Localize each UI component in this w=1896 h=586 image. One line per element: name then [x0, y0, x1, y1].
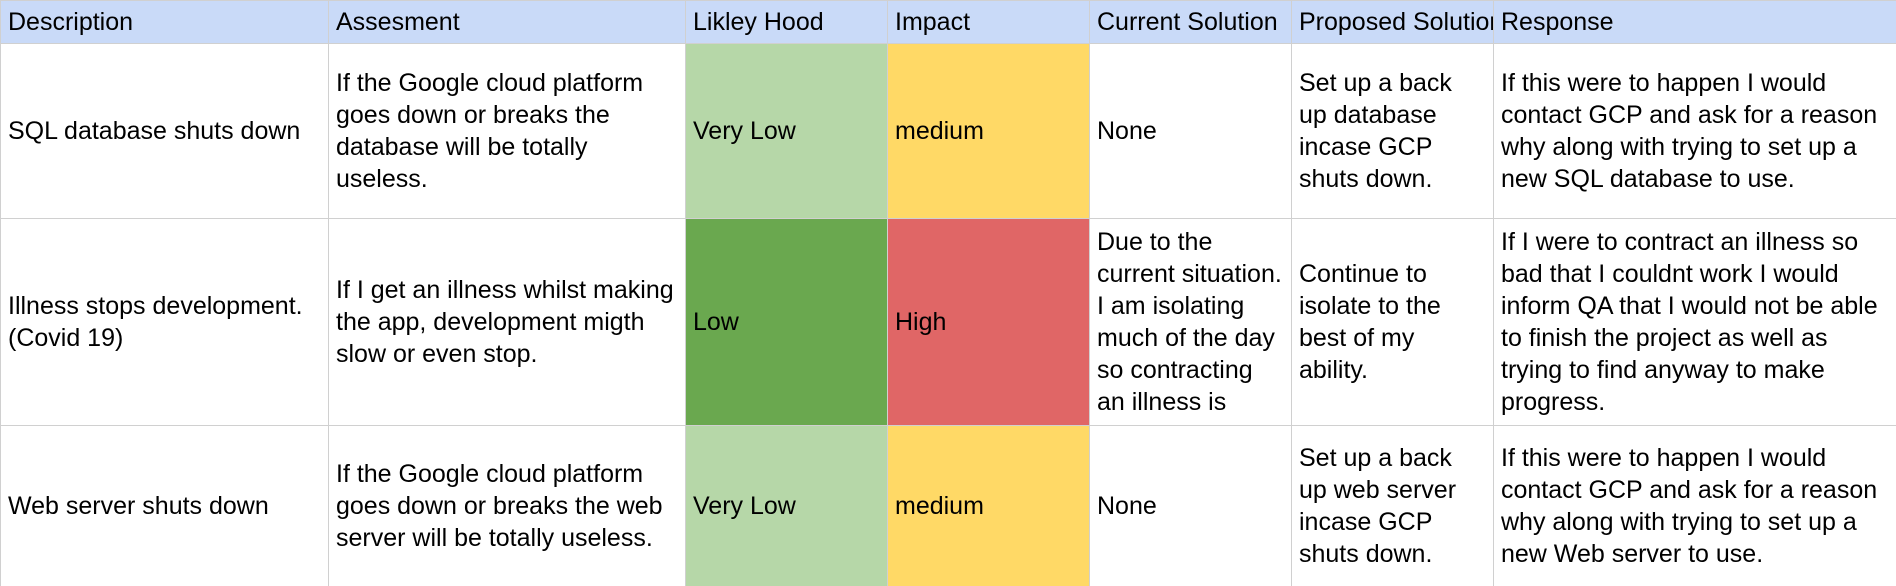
cell-text: If I were to contract an illness so bad …	[1501, 228, 1878, 416]
header-cell-current-solution[interactable]: Current Solution	[1089, 0, 1292, 44]
cell-proposed-solution[interactable]: Set up a back up database incase GCP shu…	[1291, 43, 1494, 219]
header-cell-impact[interactable]: Impact	[887, 0, 1090, 44]
cell-text: Low	[693, 308, 739, 336]
cell-text: Set up a back up web server incase GCP s…	[1299, 444, 1457, 568]
header-cell-assessment[interactable]: Assesment	[328, 0, 686, 44]
cell-assessment[interactable]: If I get an illness whilst making the ap…	[328, 218, 686, 426]
cell-text: medium	[895, 117, 984, 145]
cell-description[interactable]: Illness stops development. (Covid 19)	[0, 218, 329, 426]
table-row: Illness stops development. (Covid 19) If…	[0, 218, 1896, 426]
cell-description[interactable]: Web server shuts down	[0, 425, 329, 586]
cell-current-solution[interactable]: None	[1089, 425, 1292, 586]
cell-likelihood[interactable]: Very Low	[685, 43, 888, 219]
cell-text: Continue to isolate to the best of my ab…	[1299, 260, 1441, 384]
cell-current-solution[interactable]: Due to the current situation. I am isola…	[1089, 218, 1292, 426]
cell-text: Very Low	[693, 492, 796, 520]
cell-text: If this were to happen I would contact G…	[1501, 444, 1878, 568]
cell-response[interactable]: If this were to happen I would contact G…	[1493, 425, 1896, 586]
cell-text: SQL database shuts down	[8, 117, 301, 145]
cell-impact[interactable]: medium	[887, 43, 1090, 219]
cell-text: None	[1097, 492, 1157, 520]
cell-text: Set up a back up database incase GCP shu…	[1299, 69, 1452, 193]
table-row: SQL database shuts down If the Google cl…	[0, 43, 1896, 219]
cell-impact[interactable]: medium	[887, 425, 1090, 586]
cell-text: If the Google cloud platform goes down o…	[336, 69, 644, 193]
header-cell-likelihood[interactable]: Likley Hood	[685, 0, 888, 44]
header-cell-response[interactable]: Response	[1493, 0, 1896, 44]
cell-impact[interactable]: High	[887, 218, 1090, 426]
cell-current-solution[interactable]: None	[1089, 43, 1292, 219]
header-row: Description Assesment Likley Hood Impact…	[0, 0, 1896, 44]
cell-text: Illness stops development. (Covid 19)	[8, 292, 303, 352]
cell-text: Due to the current situation. I am isola…	[1097, 228, 1282, 416]
cell-text: High	[895, 308, 947, 336]
cell-text: Very Low	[693, 117, 796, 145]
cell-assessment[interactable]: If the Google cloud platform goes down o…	[328, 425, 686, 586]
cell-proposed-solution[interactable]: Set up a back up web server incase GCP s…	[1291, 425, 1494, 586]
header-cell-description[interactable]: Description	[0, 0, 329, 44]
cell-proposed-solution[interactable]: Continue to isolate to the best of my ab…	[1291, 218, 1494, 426]
cell-likelihood[interactable]: Low	[685, 218, 888, 426]
cell-description[interactable]: SQL database shuts down	[0, 43, 329, 219]
header-cell-proposed-solution[interactable]: Proposed Solution	[1291, 0, 1494, 44]
cell-likelihood[interactable]: Very Low	[685, 425, 888, 586]
cell-assessment[interactable]: If the Google cloud platform goes down o…	[328, 43, 686, 219]
cell-text: If the Google cloud platform goes down o…	[336, 460, 663, 552]
cell-response[interactable]: If this were to happen I would contact G…	[1493, 43, 1896, 219]
cell-text: If this were to happen I would contact G…	[1501, 69, 1878, 193]
cell-response[interactable]: If I were to contract an illness so bad …	[1493, 218, 1896, 426]
cell-text: Web server shuts down	[8, 492, 269, 520]
cell-text: None	[1097, 117, 1157, 145]
cell-text: If I get an illness whilst making the ap…	[336, 276, 674, 368]
cell-text: medium	[895, 492, 984, 520]
table-row: Web server shuts down If the Google clou…	[0, 425, 1896, 586]
